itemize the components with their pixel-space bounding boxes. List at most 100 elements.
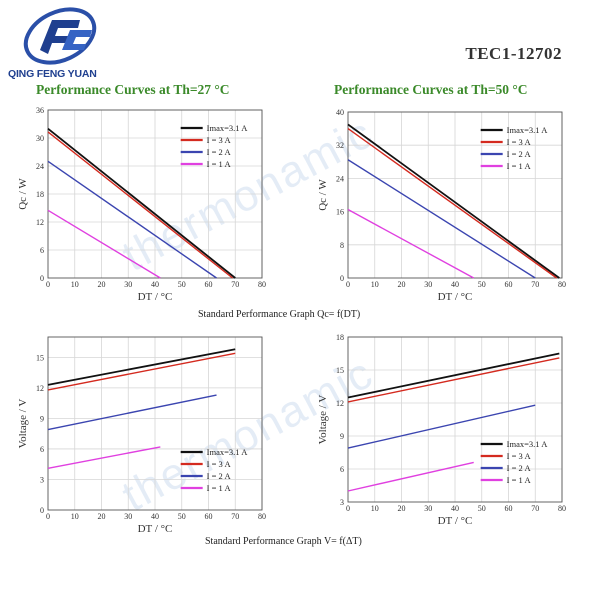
y-axis-label: Voltage / V — [17, 399, 29, 449]
x-tick-label: 40 — [151, 512, 159, 521]
y-tick-label: 15 — [336, 366, 344, 375]
x-tick-label: 10 — [371, 280, 379, 289]
y-tick-label: 32 — [336, 141, 344, 150]
legend-label: I = 2 A — [507, 149, 532, 159]
x-tick-label: 10 — [71, 280, 79, 289]
legend-label: I = 3 A — [507, 137, 532, 147]
legend-label: Imax=3.1 A — [207, 123, 249, 133]
x-tick-label: 0 — [346, 280, 350, 289]
chart-title-right: Performance Curves at Th=50 °C — [334, 82, 528, 97]
series-line-2 — [347, 128, 558, 279]
model-number: TEC1-12702 — [465, 44, 562, 63]
legend-label: I = 3 A — [207, 135, 232, 145]
x-tick-label: 50 — [178, 512, 186, 521]
x-tick-label: 70 — [231, 280, 239, 289]
x-tick-label: 80 — [258, 512, 266, 521]
x-tick-label: 50 — [478, 504, 486, 513]
x-tick-label: 60 — [205, 512, 213, 521]
x-axis-label: DT / °C — [438, 515, 473, 527]
x-tick-label: 30 — [124, 512, 132, 521]
y-tick-label: 3 — [340, 498, 344, 507]
x-tick-label: 80 — [258, 280, 266, 289]
series-line-3 — [347, 404, 536, 449]
x-tick-label: 80 — [558, 280, 566, 289]
series-line-2 — [47, 352, 236, 391]
company-logo: QING FENG YUAN — [8, 6, 118, 84]
x-axis-label: DT / °C — [138, 523, 173, 535]
x-tick-label: 60 — [505, 504, 513, 513]
y-tick-label: 0 — [40, 506, 44, 515]
y-axis-label: Voltage / V — [317, 395, 329, 445]
x-tick-label: 70 — [531, 280, 539, 289]
y-axis-label: Qc / W — [17, 178, 29, 210]
x-tick-label: 50 — [478, 280, 486, 289]
legend-label: I = 1 A — [207, 483, 232, 493]
legend-label: Imax=3.1 A — [507, 125, 549, 135]
x-tick-label: 60 — [205, 280, 213, 289]
x-tick-label: 60 — [505, 280, 513, 289]
x-tick-label: 40 — [151, 280, 159, 289]
y-tick-label: 16 — [336, 208, 344, 217]
x-tick-label: 20 — [398, 280, 406, 289]
series-line-1 — [47, 127, 236, 279]
y-axis-label: Qc / W — [317, 179, 329, 211]
plot-frame — [347, 336, 563, 503]
x-tick-label: 0 — [346, 504, 350, 513]
legend-label: I = 2 A — [207, 471, 232, 481]
legend-label: I = 2 A — [507, 463, 532, 473]
x-tick-label: 20 — [98, 280, 106, 289]
legend-label: I = 3 A — [207, 459, 232, 469]
plot-frame — [47, 109, 263, 279]
y-tick-label: 36 — [36, 106, 44, 115]
y-tick-label: 18 — [36, 190, 44, 199]
x-tick-label: 0 — [46, 280, 50, 289]
legend-label: I = 3 A — [507, 451, 532, 461]
series-line-3 — [347, 159, 536, 279]
legend-label: I = 2 A — [207, 147, 232, 157]
x-tick-label: 10 — [71, 512, 79, 521]
brand-name: QING FENG YUAN — [8, 68, 97, 80]
y-tick-label: 3 — [40, 475, 44, 484]
y-tick-label: 12 — [36, 218, 44, 227]
series-line-1 — [347, 352, 560, 399]
series-line-2 — [347, 357, 560, 403]
series-line-4 — [347, 461, 474, 492]
x-axis-label: DT / °C — [138, 291, 173, 303]
x-tick-label: 30 — [424, 504, 432, 513]
legend-label: I = 1 A — [507, 475, 532, 485]
plot-frame — [47, 336, 263, 511]
y-tick-label: 9 — [40, 414, 44, 423]
series-line-1 — [47, 348, 236, 386]
legend-label: Imax=3.1 A — [207, 447, 249, 457]
y-tick-label: 0 — [340, 274, 344, 283]
plot-frame — [347, 111, 563, 279]
legend-label: I = 1 A — [207, 159, 232, 169]
x-axis-label: DT / °C — [438, 291, 473, 303]
chart-title-left: Performance Curves at Th=27 °C — [36, 82, 230, 97]
x-tick-label: 20 — [398, 504, 406, 513]
series-line-4 — [47, 446, 161, 469]
y-tick-label: 12 — [36, 384, 44, 393]
x-tick-label: 20 — [98, 512, 106, 521]
x-tick-label: 40 — [451, 504, 459, 513]
y-tick-label: 24 — [36, 162, 44, 171]
y-tick-label: 6 — [40, 445, 44, 454]
x-tick-label: 0 — [46, 512, 50, 521]
series-line-2 — [47, 131, 234, 279]
caption-qc: Standard Performance Graph Qc= f(DT) — [198, 309, 361, 320]
legend-label: I = 1 A — [507, 161, 532, 171]
y-tick-label: 8 — [340, 241, 344, 250]
x-tick-label: 30 — [124, 280, 132, 289]
series-line-4 — [47, 209, 161, 279]
series-line-3 — [47, 160, 217, 279]
x-tick-label: 40 — [451, 280, 459, 289]
y-tick-label: 15 — [36, 353, 44, 362]
x-tick-label: 70 — [231, 512, 239, 521]
y-tick-label: 30 — [36, 134, 44, 143]
x-tick-label: 80 — [558, 504, 566, 513]
x-tick-label: 10 — [371, 504, 379, 513]
caption-voltage: Standard Performance Graph V= f(ΔT) — [205, 536, 362, 547]
